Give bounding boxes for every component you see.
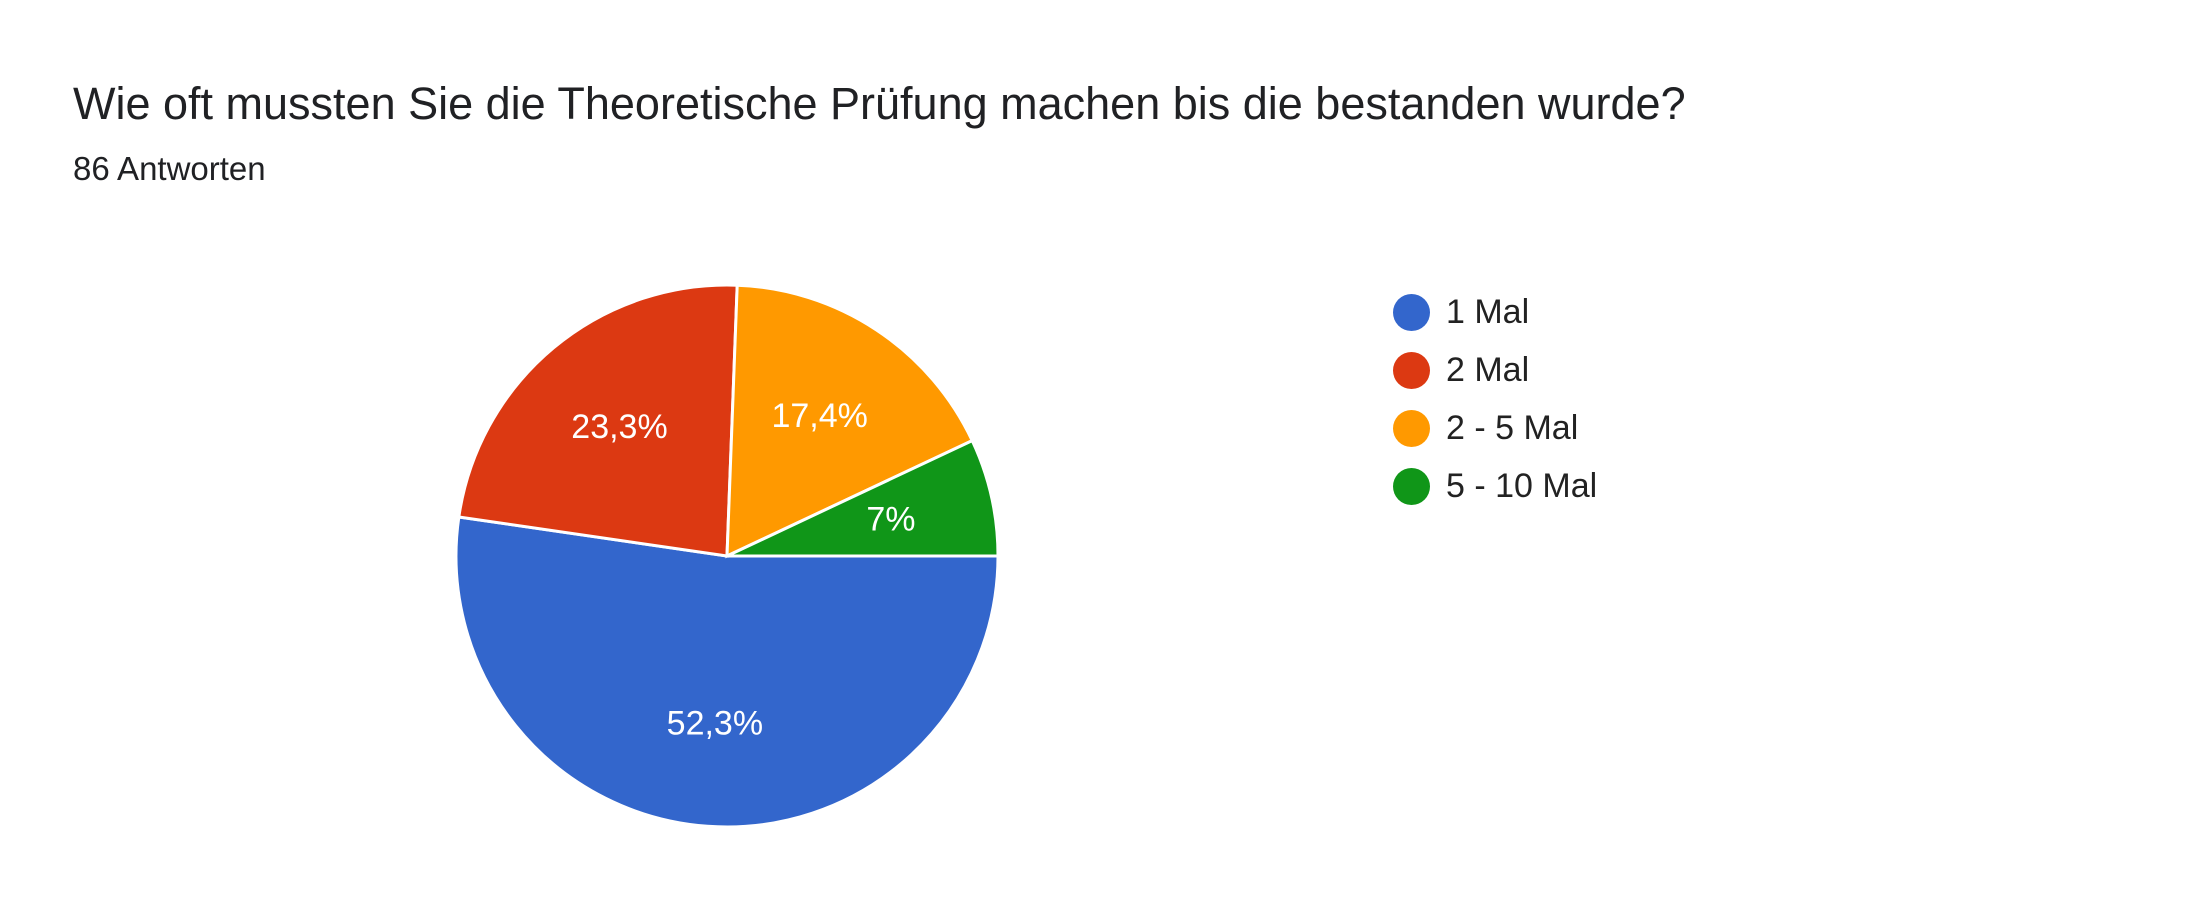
legend-swatch <box>1393 409 1430 447</box>
legend-item-1-mal[interactable]: 1 Mal <box>1393 283 1597 341</box>
legend-swatch <box>1393 351 1430 389</box>
response-count: 86 Antworten <box>73 150 266 187</box>
legend-item-2-5-mal[interactable]: 2 - 5 Mal <box>1393 399 1597 457</box>
pie-slice-1-mal[interactable] <box>454 515 1000 829</box>
legend-item-5-10-mal[interactable]: 5 - 10 Mal <box>1393 457 1597 515</box>
legend-swatch <box>1393 467 1430 505</box>
legend: 1 Mal 2 Mal 2 - 5 Mal 5 - 10 Mal <box>1393 283 1597 515</box>
chart-title: Wie oft mussten Sie die Theoretische Prü… <box>73 78 1686 129</box>
pie-slices <box>454 283 1000 829</box>
legend-label: 2 Mal <box>1446 350 1530 389</box>
slice-percent-label: 7% <box>866 500 915 538</box>
slice-percent-label: 52,3% <box>667 705 763 743</box>
legend-label: 5 - 10 Mal <box>1446 466 1598 505</box>
slice-percent-label: 23,3% <box>571 408 667 446</box>
pie-slice-5-10-mal[interactable] <box>726 438 1000 558</box>
pie-labels: 52,3% 23,3% 17,4% 7% <box>571 397 915 743</box>
legend-swatch <box>1393 293 1430 331</box>
legend-label: 2 - 5 Mal <box>1446 408 1579 447</box>
slice-percent-label: 17,4% <box>771 397 867 435</box>
pie-slice-2-mal[interactable] <box>457 283 739 558</box>
pie-slice-2-5-mal[interactable] <box>725 283 975 559</box>
legend-item-2-mal[interactable]: 2 Mal <box>1393 341 1597 399</box>
legend-label: 1 Mal <box>1446 292 1530 331</box>
